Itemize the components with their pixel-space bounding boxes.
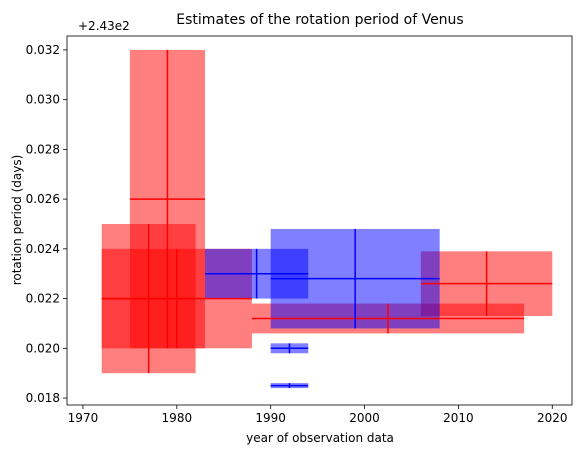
y-tick-label: 0.018 xyxy=(26,391,60,405)
y-tick-label: 0.026 xyxy=(26,192,60,206)
y-axis-label: rotation period (days) xyxy=(10,155,24,286)
y-tick-label: 0.024 xyxy=(26,242,60,256)
x-axis-label: year of observation data xyxy=(246,431,394,445)
x-tick-label: 2000 xyxy=(349,411,380,425)
y-tick-label: 0.030 xyxy=(26,93,60,107)
x-tick-label: 2010 xyxy=(443,411,474,425)
plot-frame xyxy=(66,35,573,406)
y-tick-label: 0.020 xyxy=(26,341,60,355)
x-tick-label: 1980 xyxy=(162,411,193,425)
y-tick-label: 0.022 xyxy=(26,292,60,306)
x-tick-label: 2020 xyxy=(537,411,568,425)
y-tick-label: 0.032 xyxy=(26,43,60,57)
chart-title: Estimates of the rotation period of Venu… xyxy=(176,12,463,28)
offset-text: +2.43e2 xyxy=(78,19,130,33)
x-tick-label: 1970 xyxy=(68,411,99,425)
y-tick-label: 0.028 xyxy=(26,142,60,156)
x-tick-label: 1990 xyxy=(255,411,286,425)
